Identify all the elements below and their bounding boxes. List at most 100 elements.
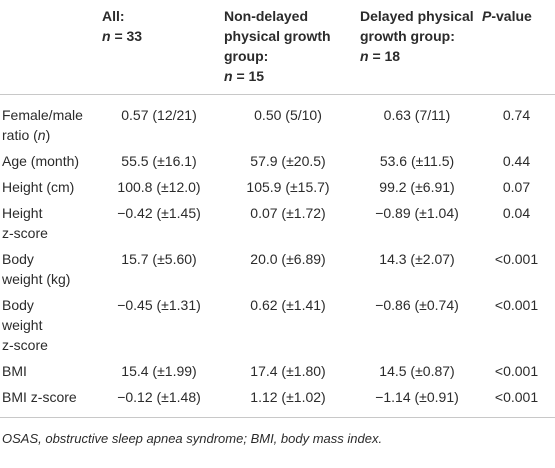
text-segment: z-score [2, 225, 48, 241]
text-segment: n [224, 68, 233, 84]
text-segment: weight (kg) [2, 271, 71, 287]
text-line: Age (month) [2, 151, 94, 171]
table-row: Height z-score −0.42 (±1.45) 0.07 (±1.72) −0… [0, 200, 555, 246]
table-cell: <0.001 [494, 297, 539, 313]
table-cell: 100.8 (±12.0) [117, 179, 201, 195]
text-line: physical growth [224, 26, 352, 46]
text-line: n = 15 [224, 66, 352, 86]
footnote: OSAS, obstructive sleep apnea syndrome; … [2, 431, 383, 446]
text-segment: BMI [2, 363, 27, 379]
header-cell: Non-delayed physical growth group: n = 15 [220, 0, 356, 95]
text-segment: Non-delayed [224, 8, 309, 24]
text-segment: P [482, 8, 492, 24]
table-cell: 1.12 (±1.02) [250, 389, 326, 405]
table-cell: 0.04 [502, 205, 531, 221]
table-cell: −0.89 (±1.04) [375, 205, 459, 221]
table-cell: 0.63 (7/11) [383, 107, 451, 123]
header-row: All: n = 33 Non-delayed physical growth grou… [0, 0, 555, 95]
text-segment: Body [2, 251, 34, 267]
row-label: Female/male ratio (n) [0, 95, 98, 149]
text-line: weight (kg) [2, 269, 94, 289]
row-label: BMI [0, 358, 98, 384]
text-segment: Body [2, 297, 34, 313]
text-line: Non-delayed [224, 6, 352, 26]
text-segment: n [360, 48, 369, 64]
table-cell: 0.07 [502, 179, 531, 195]
table-row: Height (cm) 100.8 (±12.0) 105.9 (±15.7) 99.… [0, 174, 555, 200]
text-segment: Height (cm) [2, 179, 75, 195]
text-line: BMI z-score [2, 387, 94, 407]
row-label: Body weight (kg) [0, 246, 98, 292]
table-body: Female/male ratio (n) 0.57 (12/21) 0.50 (5/… [0, 95, 555, 418]
text-segment: n [37, 127, 46, 143]
table-cell: 14.3 (±2.07) [379, 251, 455, 267]
table-row: BMI 15.4 (±1.99) 17.4 (±1.80) 14.5 (±0.87) <… [0, 358, 555, 384]
text-line: ratio (n) [2, 125, 94, 145]
text-line: n = 33 [102, 26, 216, 46]
text-line: group: [224, 46, 352, 66]
text-line: P-value [482, 6, 551, 26]
table-cell: −0.45 (±1.31) [117, 297, 201, 313]
text-segment: Height [2, 205, 43, 221]
table-cell: 57.9 (±20.5) [250, 153, 326, 169]
table-cell: 17.4 (±1.80) [250, 363, 326, 379]
table-cell: 105.9 (±15.7) [246, 179, 330, 195]
text-segment: group: [224, 48, 269, 64]
table-cell: 15.7 (±5.60) [121, 251, 197, 267]
text-segment: Delayed physical [360, 8, 474, 24]
text-segment: Female/male [2, 107, 83, 123]
text-line: Height [2, 203, 94, 223]
table-cell: <0.001 [494, 389, 539, 405]
table-row: Body weight (kg) 15.7 (±5.60) 20.0 (±6.89) 1… [0, 246, 555, 292]
table-cell: −0.86 (±0.74) [375, 297, 459, 313]
table-cell: 0.62 (±1.41) [250, 297, 326, 313]
table-cell: 55.5 (±16.1) [121, 153, 197, 169]
table-cell: 0.50 (5/10) [254, 107, 322, 123]
text-line: n = 18 [360, 46, 474, 66]
text-segment: BMI z-score [2, 389, 77, 405]
text-segment: -value [491, 8, 532, 24]
text-line: z-score [2, 223, 94, 243]
table-cell: <0.001 [494, 363, 539, 379]
text-segment: ratio ( [2, 127, 38, 143]
row-label: Body weight z-score [0, 292, 98, 358]
text-segment: z-score [2, 337, 48, 353]
text-line: Height (cm) [2, 177, 94, 197]
table-cell: −0.42 (±1.45) [117, 205, 201, 221]
header-cell: All: n = 33 [98, 0, 220, 95]
table-cell: 15.4 (±1.99) [121, 363, 197, 379]
text-line: BMI [2, 361, 94, 381]
text-segment: physical growth [224, 28, 331, 44]
table-cell: 0.44 [502, 153, 531, 169]
header-cell: P-value [478, 0, 555, 95]
text-segment: ) [45, 127, 51, 143]
table-cell: 53.6 (±11.5) [379, 153, 455, 169]
row-label: BMI z-score [0, 384, 98, 418]
text-segment: Age (month) [2, 153, 80, 169]
data-table: All: n = 33 Non-delayed physical growth grou… [0, 0, 555, 418]
table-row: Body weight z-score −0.45 (±1.31) 0.62 (±1.4… [0, 292, 555, 358]
table-cell: 99.2 (±6.91) [379, 179, 455, 195]
table-cell: <0.001 [494, 251, 539, 267]
table-cell: 0.07 (±1.72) [250, 205, 326, 221]
text-line: growth group: [360, 26, 474, 46]
header-cell [0, 0, 98, 95]
header-cell: Delayed physical growth group: n = 18 [356, 0, 478, 95]
row-label: Height (cm) [0, 174, 98, 200]
table-row: Female/male ratio (n) 0.57 (12/21) 0.50 (5/… [0, 95, 555, 149]
table-header: All: n = 33 Non-delayed physical growth grou… [0, 0, 555, 95]
text-segment: growth group: [360, 28, 455, 44]
text-line: Body [2, 249, 94, 269]
table-cell: −0.12 (±1.48) [117, 389, 201, 405]
text-line: Female/male [2, 105, 94, 125]
table-cell: 0.74 [502, 107, 531, 123]
table-row: BMI z-score −0.12 (±1.48) 1.12 (±1.02) −1.1… [0, 384, 555, 418]
row-label: Height z-score [0, 200, 98, 246]
text-segment: = 15 [232, 68, 265, 84]
text-line: weight [2, 315, 94, 335]
text-segment: n [102, 28, 111, 44]
text-line: Body [2, 295, 94, 315]
text-line: All: [102, 6, 216, 26]
table-cell: −1.14 (±0.91) [375, 389, 459, 405]
